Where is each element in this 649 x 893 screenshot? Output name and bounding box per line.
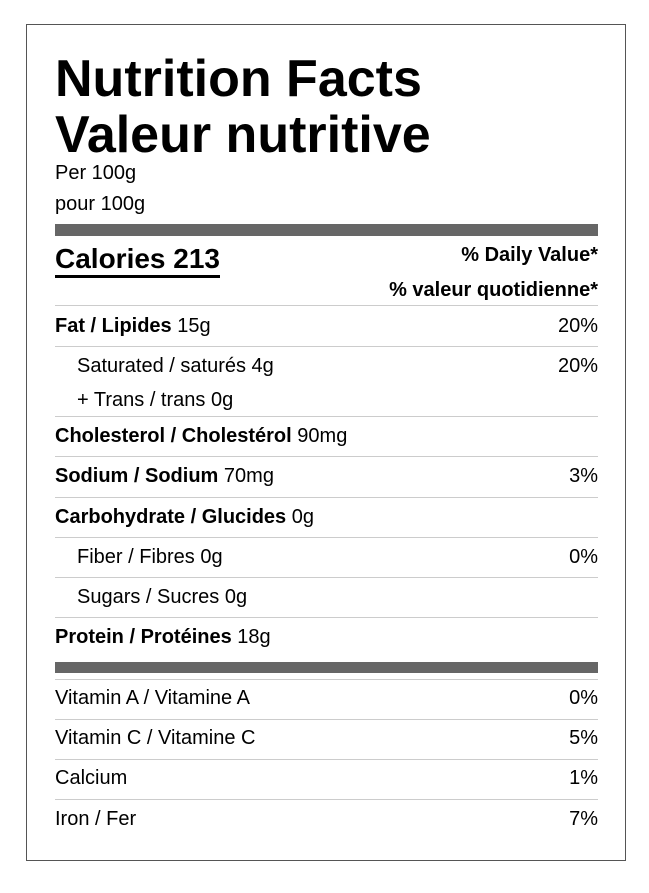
- rule: [55, 497, 598, 498]
- thick-rule: [55, 224, 598, 236]
- daily-value: 5%: [569, 727, 598, 749]
- nutrient: Cholesterol / Cholestérol 90mg: [55, 426, 347, 446]
- dv-heading: % Daily Value*: [461, 244, 598, 266]
- nutrient: Fat / Lipides 15g: [55, 316, 211, 336]
- vitamin: Vitamin C / Vitamine C: [55, 727, 256, 749]
- nutrient: Protein / Protéines 18g: [55, 627, 271, 647]
- rule: [55, 456, 598, 457]
- rule: [55, 577, 598, 578]
- daily-value: 20%: [557, 315, 598, 337]
- nutrient: Carbohydrate / Glucides 0g: [55, 507, 314, 527]
- label-border: [26, 24, 626, 861]
- daily-value: 3%: [569, 465, 598, 487]
- daily-value: 0%: [569, 687, 598, 709]
- daily-value: 20%: [557, 355, 598, 377]
- title: Valeur nutritive: [55, 106, 431, 164]
- rule: [55, 617, 598, 618]
- nutrient: Fiber / Fibres 0g: [77, 546, 223, 568]
- amount: 70mg: [223, 465, 274, 487]
- rule: [55, 416, 598, 417]
- thick-rule: [55, 662, 598, 673]
- vitamin: Iron / Fer: [55, 808, 137, 830]
- nutrient-name: Protein / Protéines: [55, 626, 232, 648]
- vitamin: Calcium: [55, 767, 128, 789]
- nutrient: Sugars / Sucres 0g: [77, 586, 248, 608]
- nutrient-name: Carbohydrate / Glucides: [55, 506, 287, 528]
- nutrient-name: Fat / Lipides: [55, 315, 172, 337]
- amount: 0g: [291, 506, 314, 528]
- amount: 15g: [177, 315, 211, 337]
- vitamin: Vitamin A / Vitamine A: [55, 687, 250, 709]
- dv-heading: % valeur quotidienne*: [389, 279, 598, 301]
- rule: [55, 759, 598, 760]
- rule: [55, 537, 598, 538]
- rule: [55, 799, 598, 800]
- daily-value: 0%: [569, 546, 598, 568]
- serving: Per 100g: [55, 162, 137, 184]
- title: Nutrition Facts: [55, 50, 422, 108]
- rule: [55, 719, 598, 720]
- nutrient: + Trans / trans 0g: [77, 389, 234, 411]
- nutrient: Sodium / Sodium 70mg: [55, 466, 274, 486]
- nutrient-name: Sodium / Sodium: [55, 465, 219, 487]
- rule: [55, 679, 598, 680]
- rule: [55, 346, 598, 347]
- calories: Calories 213: [55, 245, 220, 278]
- daily-value: 1%: [569, 767, 598, 789]
- amount: 18g: [237, 626, 271, 648]
- serving: pour 100g: [55, 193, 146, 215]
- daily-value: 7%: [569, 808, 598, 830]
- rule: [55, 305, 598, 306]
- nutrient: Saturated / saturés 4g: [77, 355, 274, 377]
- amount: 90mg: [297, 425, 348, 447]
- nutrient-name: Cholesterol / Cholestérol: [55, 425, 292, 447]
